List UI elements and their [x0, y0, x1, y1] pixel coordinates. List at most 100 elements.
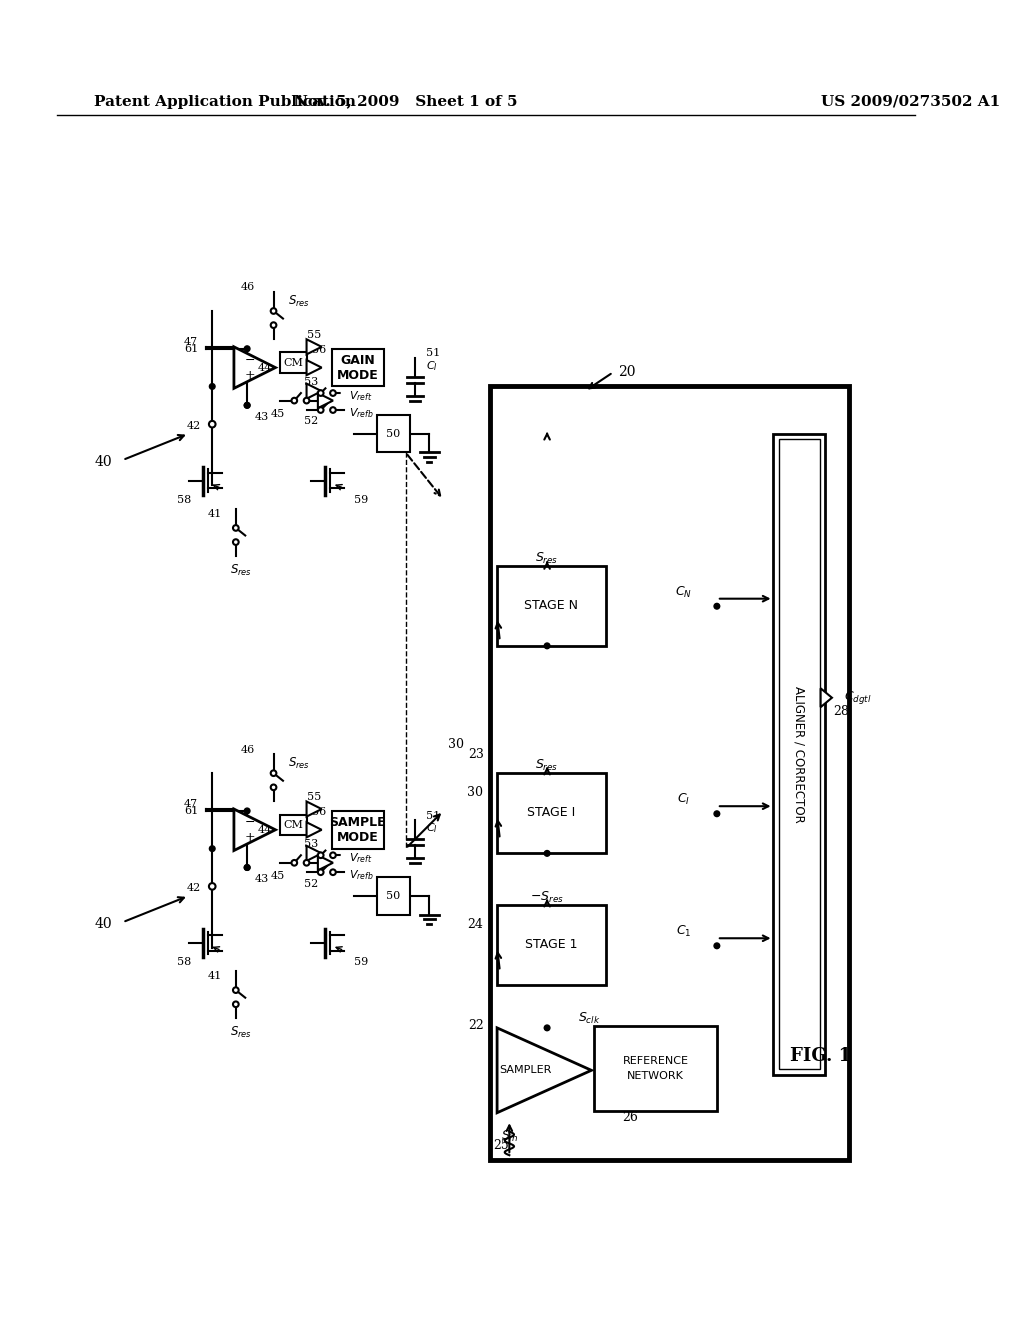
Text: 56: 56	[312, 345, 327, 355]
Text: 52: 52	[304, 416, 318, 426]
Polygon shape	[306, 339, 322, 354]
Text: 50: 50	[386, 891, 400, 900]
Bar	[377, 876, 411, 915]
Text: US 2009/0273502 A1: US 2009/0273502 A1	[820, 95, 999, 108]
Text: 47: 47	[184, 800, 198, 809]
Text: $S_{res}$: $S_{res}$	[229, 1026, 252, 1040]
Circle shape	[233, 540, 239, 545]
Polygon shape	[306, 360, 322, 375]
Circle shape	[330, 853, 336, 858]
Circle shape	[545, 1026, 550, 1031]
Circle shape	[292, 859, 297, 866]
Text: 53: 53	[304, 840, 318, 849]
Text: $S_{res}$: $S_{res}$	[536, 758, 559, 774]
Text: 22: 22	[468, 1019, 484, 1032]
Bar	[332, 810, 384, 849]
Text: GAIN: GAIN	[340, 354, 375, 367]
Circle shape	[330, 391, 336, 396]
Text: 40: 40	[94, 917, 112, 931]
Text: $S_{clk}$: $S_{clk}$	[579, 1011, 601, 1026]
Text: $C_{dgtl}$: $C_{dgtl}$	[844, 689, 871, 706]
Text: +: +	[245, 368, 255, 381]
Text: −: −	[245, 816, 255, 829]
Circle shape	[317, 853, 324, 858]
Circle shape	[714, 942, 720, 949]
Circle shape	[245, 346, 250, 351]
Text: 50: 50	[386, 429, 400, 438]
Circle shape	[304, 859, 309, 866]
Text: MODE: MODE	[337, 368, 378, 381]
Text: $V_{reft}$: $V_{reft}$	[349, 389, 373, 403]
Text: 59: 59	[353, 495, 368, 504]
Text: 41: 41	[208, 972, 221, 981]
Text: 42: 42	[186, 883, 201, 894]
Text: MODE: MODE	[337, 830, 378, 843]
Bar	[497, 906, 605, 986]
Text: +: +	[245, 830, 255, 843]
Text: 44: 44	[257, 825, 271, 834]
Circle shape	[245, 403, 250, 408]
Circle shape	[245, 865, 250, 870]
Circle shape	[209, 421, 215, 428]
Text: 45: 45	[270, 871, 285, 880]
Circle shape	[233, 525, 239, 531]
Polygon shape	[233, 347, 275, 388]
Text: NETWORK: NETWORK	[627, 1071, 684, 1081]
Text: 41: 41	[208, 508, 221, 519]
Text: Nov. 5, 2009   Sheet 1 of 5: Nov. 5, 2009 Sheet 1 of 5	[294, 95, 517, 108]
Text: 55: 55	[306, 792, 321, 801]
Text: 24: 24	[467, 917, 483, 931]
Circle shape	[714, 603, 720, 609]
Circle shape	[330, 407, 336, 413]
Text: 20: 20	[617, 366, 635, 379]
Text: 46: 46	[241, 744, 255, 755]
Text: 30: 30	[467, 785, 483, 799]
Text: $S_{res}$: $S_{res}$	[229, 562, 252, 578]
Text: 30: 30	[449, 738, 464, 751]
Text: $S_{in}$: $S_{in}$	[501, 1129, 518, 1144]
Circle shape	[545, 850, 550, 857]
Text: 58: 58	[177, 495, 191, 504]
Polygon shape	[306, 384, 322, 399]
Circle shape	[209, 846, 215, 851]
Text: $C_I$: $C_I$	[677, 792, 690, 807]
Polygon shape	[820, 688, 831, 708]
Text: 40: 40	[94, 455, 112, 469]
Circle shape	[233, 1002, 239, 1007]
Text: −: −	[245, 354, 255, 367]
Text: 59: 59	[353, 957, 368, 966]
Text: 45: 45	[270, 409, 285, 418]
Text: ALIGNER / CORRECTOR: ALIGNER / CORRECTOR	[793, 686, 806, 822]
Bar	[594, 1026, 717, 1111]
Text: 42: 42	[186, 421, 201, 432]
Polygon shape	[233, 809, 275, 850]
Bar	[773, 433, 825, 1074]
Text: 28: 28	[833, 705, 849, 718]
Text: 43: 43	[255, 412, 269, 421]
Polygon shape	[317, 855, 333, 870]
Text: 51: 51	[426, 348, 440, 359]
Text: 58: 58	[177, 957, 191, 966]
Text: 55: 55	[306, 330, 321, 339]
Bar	[497, 774, 605, 853]
Circle shape	[317, 870, 324, 875]
Text: $S_{res}$: $S_{res}$	[536, 550, 559, 566]
Polygon shape	[306, 822, 322, 837]
Circle shape	[233, 987, 239, 993]
Text: Patent Application Publication: Patent Application Publication	[94, 95, 356, 108]
Text: STAGE I: STAGE I	[526, 807, 575, 820]
Text: SAMPLER: SAMPLER	[500, 1065, 552, 1076]
Bar	[490, 387, 849, 1160]
Text: 52: 52	[304, 879, 318, 888]
Circle shape	[209, 384, 215, 389]
Text: STAGE 1: STAGE 1	[524, 939, 578, 952]
Bar	[281, 352, 306, 374]
Circle shape	[270, 322, 276, 327]
Text: 43: 43	[255, 874, 269, 884]
Text: $C_1$: $C_1$	[676, 924, 691, 940]
Text: STAGE N: STAGE N	[524, 599, 578, 611]
Circle shape	[270, 784, 276, 791]
Circle shape	[317, 391, 324, 396]
Text: $C_N$: $C_N$	[676, 585, 692, 599]
Polygon shape	[306, 801, 322, 817]
